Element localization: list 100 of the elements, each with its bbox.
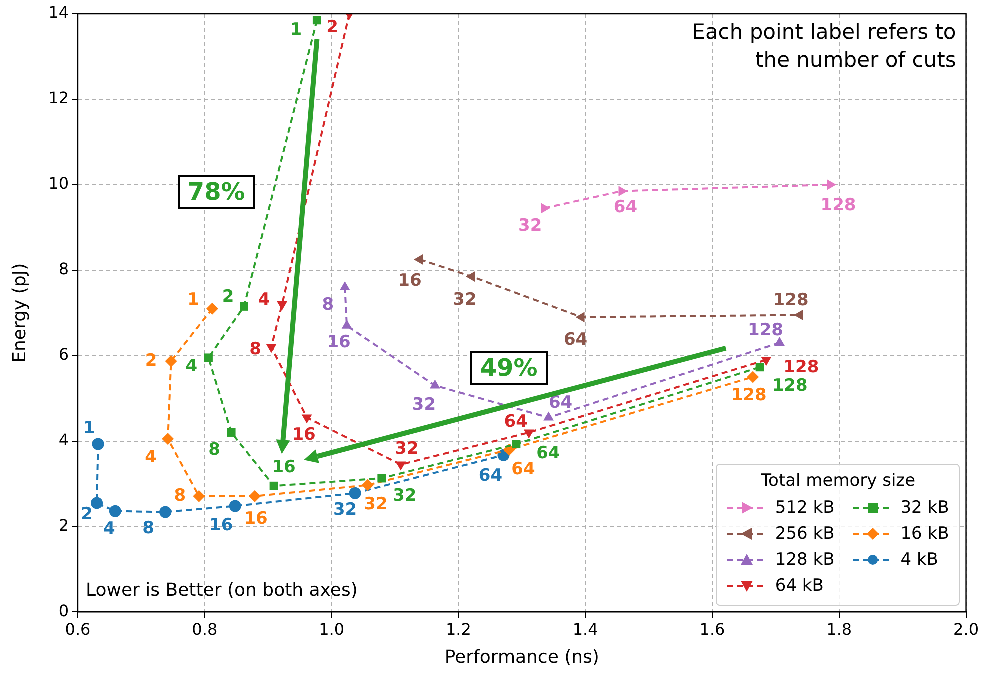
annotation: 16 — [292, 425, 316, 446]
point — [92, 438, 104, 450]
y-tick-label: 14 — [48, 3, 69, 22]
annotation: 128 — [772, 376, 808, 396]
x-axis-title: Performance (ns) — [444, 646, 600, 668]
annotation: 8 — [174, 486, 186, 506]
annotation: 16 — [398, 271, 422, 292]
annotation: 32 — [395, 439, 419, 460]
point — [794, 310, 804, 320]
point — [227, 428, 236, 437]
point — [193, 490, 206, 502]
y-tick-label: 6 — [58, 344, 69, 364]
point — [160, 506, 172, 518]
annotation: 64 — [548, 393, 573, 414]
annotation: 2 — [145, 350, 158, 371]
annotation: 32 — [518, 216, 542, 236]
y-tick-label: 2 — [58, 516, 69, 535]
y-tick-label: 4 — [58, 430, 69, 450]
point — [756, 363, 764, 372]
legend-label: 128 kB — [775, 550, 835, 570]
annotation: 4 — [104, 518, 116, 539]
annotation: 128 — [784, 358, 820, 378]
legend-title: Total memory size — [760, 471, 917, 492]
annotation: 128 — [731, 386, 767, 406]
annotation: 64 — [478, 466, 503, 486]
point — [91, 497, 104, 510]
legend-label: 512 kB — [775, 498, 835, 518]
annotation: 128 — [748, 320, 784, 340]
y-tick-label: 12 — [48, 88, 69, 108]
annotation: 4 — [145, 448, 158, 468]
point — [229, 500, 242, 512]
point — [378, 474, 386, 483]
point — [162, 433, 174, 446]
annotation: 32 — [453, 290, 477, 310]
annotation: 64 — [564, 330, 588, 350]
annotation: 128 — [820, 195, 856, 216]
annotation: 2 — [222, 287, 234, 308]
annotation: 32 — [393, 486, 417, 506]
annotation: 16 — [327, 332, 351, 352]
legend-label: 16 kB — [900, 524, 950, 544]
annotation: 64 — [512, 459, 536, 480]
x-tick-label: 1.0 — [319, 620, 345, 639]
annotation: 32 — [364, 494, 388, 515]
annotation: Each point label refers to the number of cuts — [691, 19, 956, 74]
point — [266, 344, 277, 354]
annotation: 8 — [142, 518, 154, 539]
annotation: 4 — [258, 290, 270, 310]
point — [249, 490, 262, 502]
point — [396, 462, 406, 471]
annotation: 78% — [178, 175, 256, 210]
annotation: 2 — [326, 17, 338, 38]
annotation: 1 — [188, 290, 200, 310]
annotation: 8 — [250, 340, 262, 360]
point — [349, 487, 362, 500]
point — [204, 354, 213, 362]
x-tick-label: 2.0 — [954, 620, 980, 639]
point — [576, 312, 585, 323]
point — [512, 440, 521, 449]
point — [270, 482, 278, 490]
annotation: 8 — [208, 440, 220, 460]
annotation: 16 — [272, 458, 296, 478]
legend-label: 32 kB — [900, 498, 950, 518]
annotation: 2 — [81, 504, 93, 525]
y-tick-label: 0 — [58, 601, 69, 620]
x-tick-label: 1.8 — [826, 620, 852, 639]
point — [312, 16, 322, 25]
point — [362, 479, 374, 492]
legend-label: 256 kB — [775, 524, 835, 544]
x-tick-label: 1.6 — [700, 620, 726, 639]
annotation: 64 — [536, 444, 560, 464]
annotation: 1 — [290, 20, 302, 40]
x-tick-label: 1.4 — [572, 620, 598, 639]
annotation: 4 — [186, 356, 198, 376]
x-tick-label: 0.8 — [192, 620, 218, 639]
point — [747, 371, 760, 384]
legend-label: 64 kB — [775, 576, 824, 596]
annotation: 32 — [412, 395, 436, 416]
point — [206, 302, 219, 315]
annotation: 32 — [333, 500, 358, 520]
point — [165, 355, 178, 368]
annotation: 64 — [504, 412, 528, 432]
annotation: 128 — [773, 290, 809, 311]
point — [240, 302, 248, 311]
annotation: 1 — [83, 418, 96, 439]
annotation: 64 — [614, 198, 638, 218]
point — [302, 414, 312, 424]
y-tick-label: 10 — [48, 174, 69, 194]
annotation: 16 — [244, 508, 268, 529]
legend-label: 4 kB — [900, 550, 938, 570]
annotation: 49% — [470, 350, 548, 385]
annotation: 16 — [210, 516, 234, 536]
x-tick-label: 1.2 — [446, 620, 472, 639]
point — [774, 337, 785, 346]
point — [524, 430, 534, 439]
point — [466, 272, 476, 282]
y-axis-title: Energy (pJ) — [9, 263, 30, 363]
point — [109, 505, 122, 518]
annotation: Lower is Better (on both axes) — [86, 580, 358, 602]
annotation: 8 — [322, 294, 334, 315]
y-tick-label: 8 — [58, 260, 69, 279]
